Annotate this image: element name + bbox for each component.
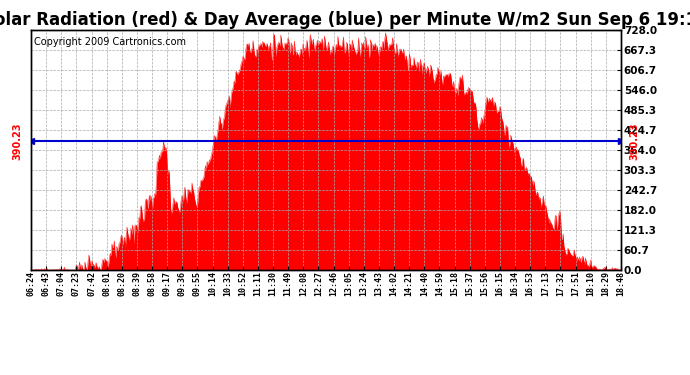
Text: Solar Radiation (red) & Day Average (blue) per Minute W/m2 Sun Sep 6 19:10: Solar Radiation (red) & Day Average (blu… [0,11,690,29]
Text: 390.23: 390.23 [12,123,22,160]
Text: 390.23: 390.23 [630,123,640,160]
Text: Copyright 2009 Cartronics.com: Copyright 2009 Cartronics.com [34,37,186,47]
